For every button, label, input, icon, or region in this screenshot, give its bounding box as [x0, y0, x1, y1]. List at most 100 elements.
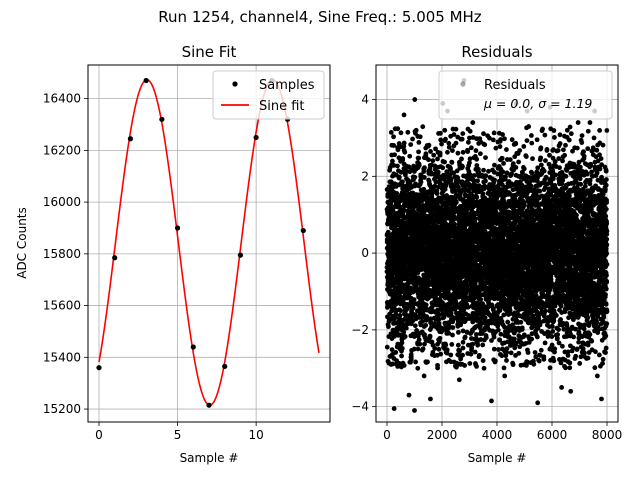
residual-point	[435, 169, 441, 175]
residual-point	[491, 346, 497, 352]
residual-point	[512, 336, 517, 342]
residual-point	[438, 351, 444, 357]
residual-point	[390, 158, 395, 164]
sine-fit-ytick-label: 15400	[43, 350, 81, 364]
residual-point	[432, 346, 438, 351]
residual-point	[413, 127, 419, 133]
residual-point	[391, 143, 397, 148]
residual-point	[480, 191, 486, 197]
residual-point	[483, 155, 488, 161]
residual-point	[483, 173, 489, 179]
residual-point	[423, 317, 429, 323]
sine-fit-ytick-label: 16200	[43, 143, 81, 157]
residual-point	[444, 347, 450, 353]
residual-point	[516, 350, 522, 356]
residual-point	[416, 163, 422, 168]
residual-point	[456, 184, 461, 190]
sine-fit-xlabel: Sample #	[180, 451, 239, 465]
residual-point	[401, 329, 407, 335]
sine-fit-ylabel: ADC Counts	[15, 207, 29, 279]
residual-point	[384, 344, 390, 350]
residual-point	[388, 129, 394, 135]
residual-point	[411, 297, 417, 303]
residual-point	[416, 337, 422, 343]
sample-point	[222, 363, 228, 369]
residual-point	[473, 148, 479, 154]
residual-point	[467, 160, 472, 166]
residual-point	[400, 157, 406, 163]
residual-point	[400, 179, 405, 185]
residual-point	[476, 352, 482, 358]
sine-fit-curve	[98, 78, 320, 406]
residual-point	[408, 356, 414, 362]
residual-point	[448, 352, 454, 358]
residual-point	[492, 177, 497, 183]
residual-point	[391, 162, 397, 168]
residual-point	[393, 350, 399, 355]
residual-point	[434, 191, 440, 196]
residual-point	[426, 157, 431, 163]
sample-point	[143, 77, 149, 84]
residual-point	[480, 342, 486, 348]
sample-point	[159, 116, 165, 122]
sine-fit-ytick-label: 15600	[43, 299, 81, 313]
residual-point	[477, 151, 483, 157]
figure-suptitle: Run 1254, channel4, Sine Freq.: 5.005 MH…	[158, 8, 482, 26]
residual-point	[422, 165, 427, 171]
sine-fit-xtick-label: 5	[174, 428, 182, 442]
residual-point	[410, 305, 416, 311]
residual-point	[416, 139, 422, 145]
legend-sine-fit-label: Sine fit	[259, 99, 305, 114]
residual-point	[443, 136, 448, 142]
residual-point	[396, 174, 402, 180]
residual-point	[478, 297, 484, 302]
residual-point	[459, 136, 465, 142]
residual-point	[462, 334, 468, 340]
sine-fit-ytick-label: 16400	[43, 92, 81, 106]
residual-point	[483, 335, 489, 341]
residual-point	[495, 327, 501, 333]
residual-point	[438, 130, 443, 136]
residual-point	[416, 149, 421, 155]
residual-point	[502, 136, 507, 142]
residual-point	[402, 334, 408, 339]
legend-samples-label: Samples	[259, 78, 315, 93]
residual-point	[482, 142, 488, 148]
residual-point	[492, 162, 497, 168]
residual-point	[395, 163, 400, 169]
residual-point	[499, 155, 505, 161]
residual-point	[481, 167, 486, 173]
residual-point	[455, 150, 461, 156]
residual-point	[440, 165, 446, 171]
sine-fit-xtick-label: 10	[249, 428, 264, 442]
residual-point	[422, 341, 427, 347]
residual-point	[399, 340, 405, 346]
sample-point	[96, 365, 102, 371]
residual-point	[460, 131, 466, 136]
residual-point	[389, 347, 395, 353]
residual-point	[439, 141, 444, 147]
residual-point	[385, 230, 391, 236]
residual-point	[518, 319, 524, 325]
sample-point	[112, 255, 118, 261]
residual-point	[433, 179, 439, 185]
residual-point	[491, 130, 497, 136]
residual-point	[519, 327, 525, 332]
residual-point	[459, 156, 464, 162]
residual-point	[443, 342, 449, 348]
residual-point	[449, 160, 455, 165]
residual-point	[504, 358, 509, 363]
residual-point	[403, 325, 409, 331]
residual-point	[455, 342, 461, 348]
residual-point	[420, 124, 426, 130]
residual-point	[474, 194, 480, 200]
residual-point	[398, 308, 404, 314]
residual-point	[430, 158, 436, 164]
residual-point	[516, 159, 521, 165]
residual-point	[504, 147, 509, 152]
residual-point	[505, 319, 511, 325]
sine-fit-axes-frame	[87, 64, 331, 423]
sample-point	[174, 225, 181, 231]
